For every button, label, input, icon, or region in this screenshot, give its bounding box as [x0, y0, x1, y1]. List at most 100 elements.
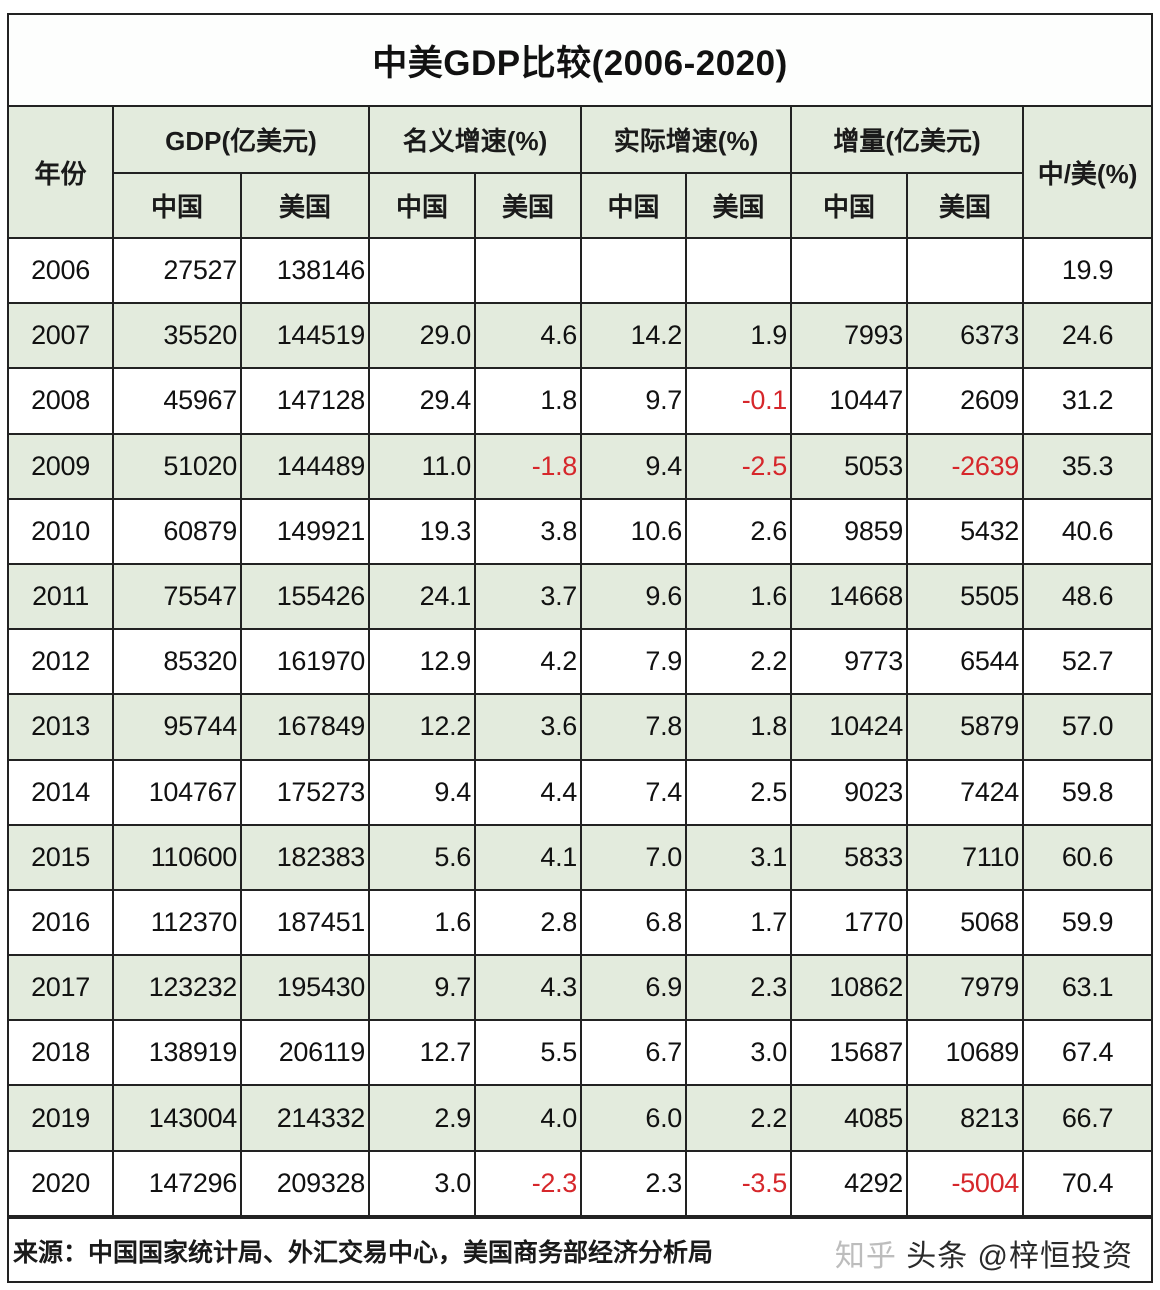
cell-inc-cn: [790, 236, 909, 305]
cell-ratio: 48.6: [1022, 562, 1152, 631]
cell-inc-us: 7424: [906, 758, 1025, 826]
header-real-us: 美国: [685, 172, 793, 239]
cell-gdp-cn: 75547: [112, 562, 242, 631]
table-row: 2015 110600 182383 5.6 4.1 7.0 3.1 5833 7110 60.6: [9, 823, 1152, 891]
table-row: 2017 123232 195430 9.7 4.3 6.9 2.3 10862 7979 63.…: [9, 954, 1152, 1022]
cell-real-cn: 6.7: [580, 1019, 688, 1087]
cell-inc-cn: 9773: [790, 628, 909, 696]
cell-year: 2009: [9, 432, 114, 500]
cell-real-cn: 7.0: [580, 823, 688, 891]
cell-ratio: 59.8: [1022, 758, 1152, 826]
cell-inc-cn: 10424: [790, 693, 909, 761]
cell-ratio: 40.6: [1022, 497, 1152, 565]
cell-gdp-cn: 112370: [112, 888, 242, 957]
cell-year: 2016: [9, 888, 114, 957]
cell-nom-us: 4.0: [474, 1084, 583, 1152]
cell-inc-cn: 10447: [790, 367, 909, 435]
cell-real-us: 2.6: [685, 497, 793, 565]
cell-gdp-us: 206119: [239, 1019, 371, 1087]
cell-nom-cn: 29.0: [368, 302, 477, 370]
cell-real-us: 1.7: [685, 888, 793, 957]
cell-nom-cn: 12.7: [368, 1019, 477, 1087]
cell-real-cn: 14.2: [580, 302, 688, 370]
cell-real-cn: 7.4: [580, 758, 688, 826]
cell-inc-cn: 5053: [790, 432, 909, 500]
cell-real-us: 1.6: [685, 562, 793, 631]
cell-nom-cn: 9.4: [368, 758, 477, 826]
cell-ratio: 63.1: [1022, 954, 1152, 1022]
cell-nom-cn: 3.0: [368, 1149, 477, 1217]
table-row: 2012 85320 161970 12.9 4.2 7.9 2.2 9773 6544 52.7: [9, 628, 1152, 696]
cell-nom-us: 5.5: [474, 1019, 583, 1087]
cell-real-cn: 9.4: [580, 432, 688, 500]
cell-gdp-cn: 51020: [112, 432, 242, 500]
cell-nom-us: 1.8: [474, 367, 583, 435]
watermark: 知乎 头条 @梓恒投资: [835, 1231, 1133, 1275]
cell-real-cn: 7.9: [580, 628, 688, 696]
cell-year: 2018: [9, 1019, 114, 1087]
cell-real-cn: 9.6: [580, 562, 688, 631]
cell-nom-cn: 12.2: [368, 693, 477, 761]
cell-inc-us: 7110: [906, 823, 1025, 891]
table-row: 2013 95744 167849 12.2 3.6 7.8 1.8 10424 5879 57.…: [9, 693, 1152, 761]
cell-nom-us: [474, 236, 583, 305]
cell-nom-cn: 9.7: [368, 954, 477, 1022]
cell-year: 2008: [9, 367, 114, 435]
header-nominal-us: 美国: [474, 172, 583, 239]
cell-nom-cn: 1.6: [368, 888, 477, 957]
header-gdp-china: 中国: [113, 172, 242, 239]
cell-real-us: 2.5: [685, 758, 793, 826]
cell-gdp-us: 155426: [239, 562, 371, 631]
cell-nom-cn: 12.9: [368, 628, 477, 696]
table-row: 2019 143004 214332 2.9 4.0 6.0 2.2 4085 8213 66.7: [9, 1084, 1152, 1152]
table-row: 2011 75547 155426 24.1 3.7 9.6 1.6 14668 5505 48.…: [9, 562, 1152, 631]
cell-ratio: 24.6: [1022, 302, 1152, 370]
cell-real-us: 3.1: [685, 823, 793, 891]
cell-real-us: 2.2: [685, 1084, 793, 1152]
header-increment: 增量(亿美元): [790, 107, 1025, 174]
cell-ratio: 66.7: [1022, 1084, 1152, 1152]
cell-gdp-us: 175273: [239, 758, 371, 826]
cell-year: 2014: [9, 758, 114, 826]
cell-inc-cn: 5833: [790, 823, 909, 891]
header-real-china: 中国: [580, 172, 688, 239]
table-row: 2006 27527 138146 19.9: [9, 236, 1152, 305]
cell-inc-us: -2639: [906, 432, 1025, 500]
cell-year: 2007: [9, 302, 114, 370]
cell-gdp-us: 149921: [239, 497, 371, 565]
cell-gdp-cn: 60879: [112, 497, 242, 565]
cell-inc-us: 10689: [906, 1019, 1025, 1087]
cell-real-us: [685, 236, 793, 305]
cell-inc-us: -5004: [906, 1149, 1025, 1217]
cell-real-us: 3.0: [685, 1019, 793, 1087]
cell-nom-us: 3.7: [474, 562, 583, 631]
cell-gdp-us: 161970: [239, 628, 371, 696]
cell-inc-us: 5505: [906, 562, 1025, 631]
header-gdp-us: 美国: [239, 172, 371, 239]
cell-gdp-cn: 95744: [112, 693, 242, 761]
header-year: 年份: [9, 107, 114, 239]
table-row: 2018 138919 206119 12.7 5.5 6.7 3.0 15687 10689 6…: [9, 1019, 1152, 1087]
table-row: 2016 112370 187451 1.6 2.8 6.8 1.7 1770 5068 59.9: [9, 888, 1152, 957]
cell-gdp-cn: 85320: [112, 628, 242, 696]
watermark-text: 头条 @梓恒投资: [906, 1239, 1133, 1273]
cell-nom-cn: 24.1: [368, 562, 477, 631]
header-row-countries: 中国 美国 中国 美国 中国 美国 中国 美国: [9, 172, 1151, 239]
cell-real-cn: 6.8: [580, 888, 688, 957]
cell-nom-cn: 5.6: [368, 823, 477, 891]
cell-ratio: 57.0: [1022, 693, 1152, 761]
cell-gdp-us: 138146: [239, 236, 371, 305]
cell-year: 2015: [9, 823, 114, 891]
cell-real-cn: 10.6: [580, 497, 688, 565]
cell-real-us: 2.3: [685, 954, 793, 1022]
cell-ratio: 31.2: [1022, 367, 1152, 435]
cell-gdp-us: 144489: [239, 432, 371, 500]
cell-gdp-us: 209328: [239, 1149, 371, 1217]
cell-gdp-cn: 143004: [112, 1084, 242, 1152]
cell-gdp-us: 214332: [239, 1084, 371, 1152]
cell-inc-us: 6544: [906, 628, 1025, 696]
cell-real-cn: 7.8: [580, 693, 688, 761]
cell-gdp-cn: 138919: [112, 1019, 242, 1087]
cell-real-cn: 6.9: [580, 954, 688, 1022]
cell-year: 2011: [9, 562, 114, 631]
